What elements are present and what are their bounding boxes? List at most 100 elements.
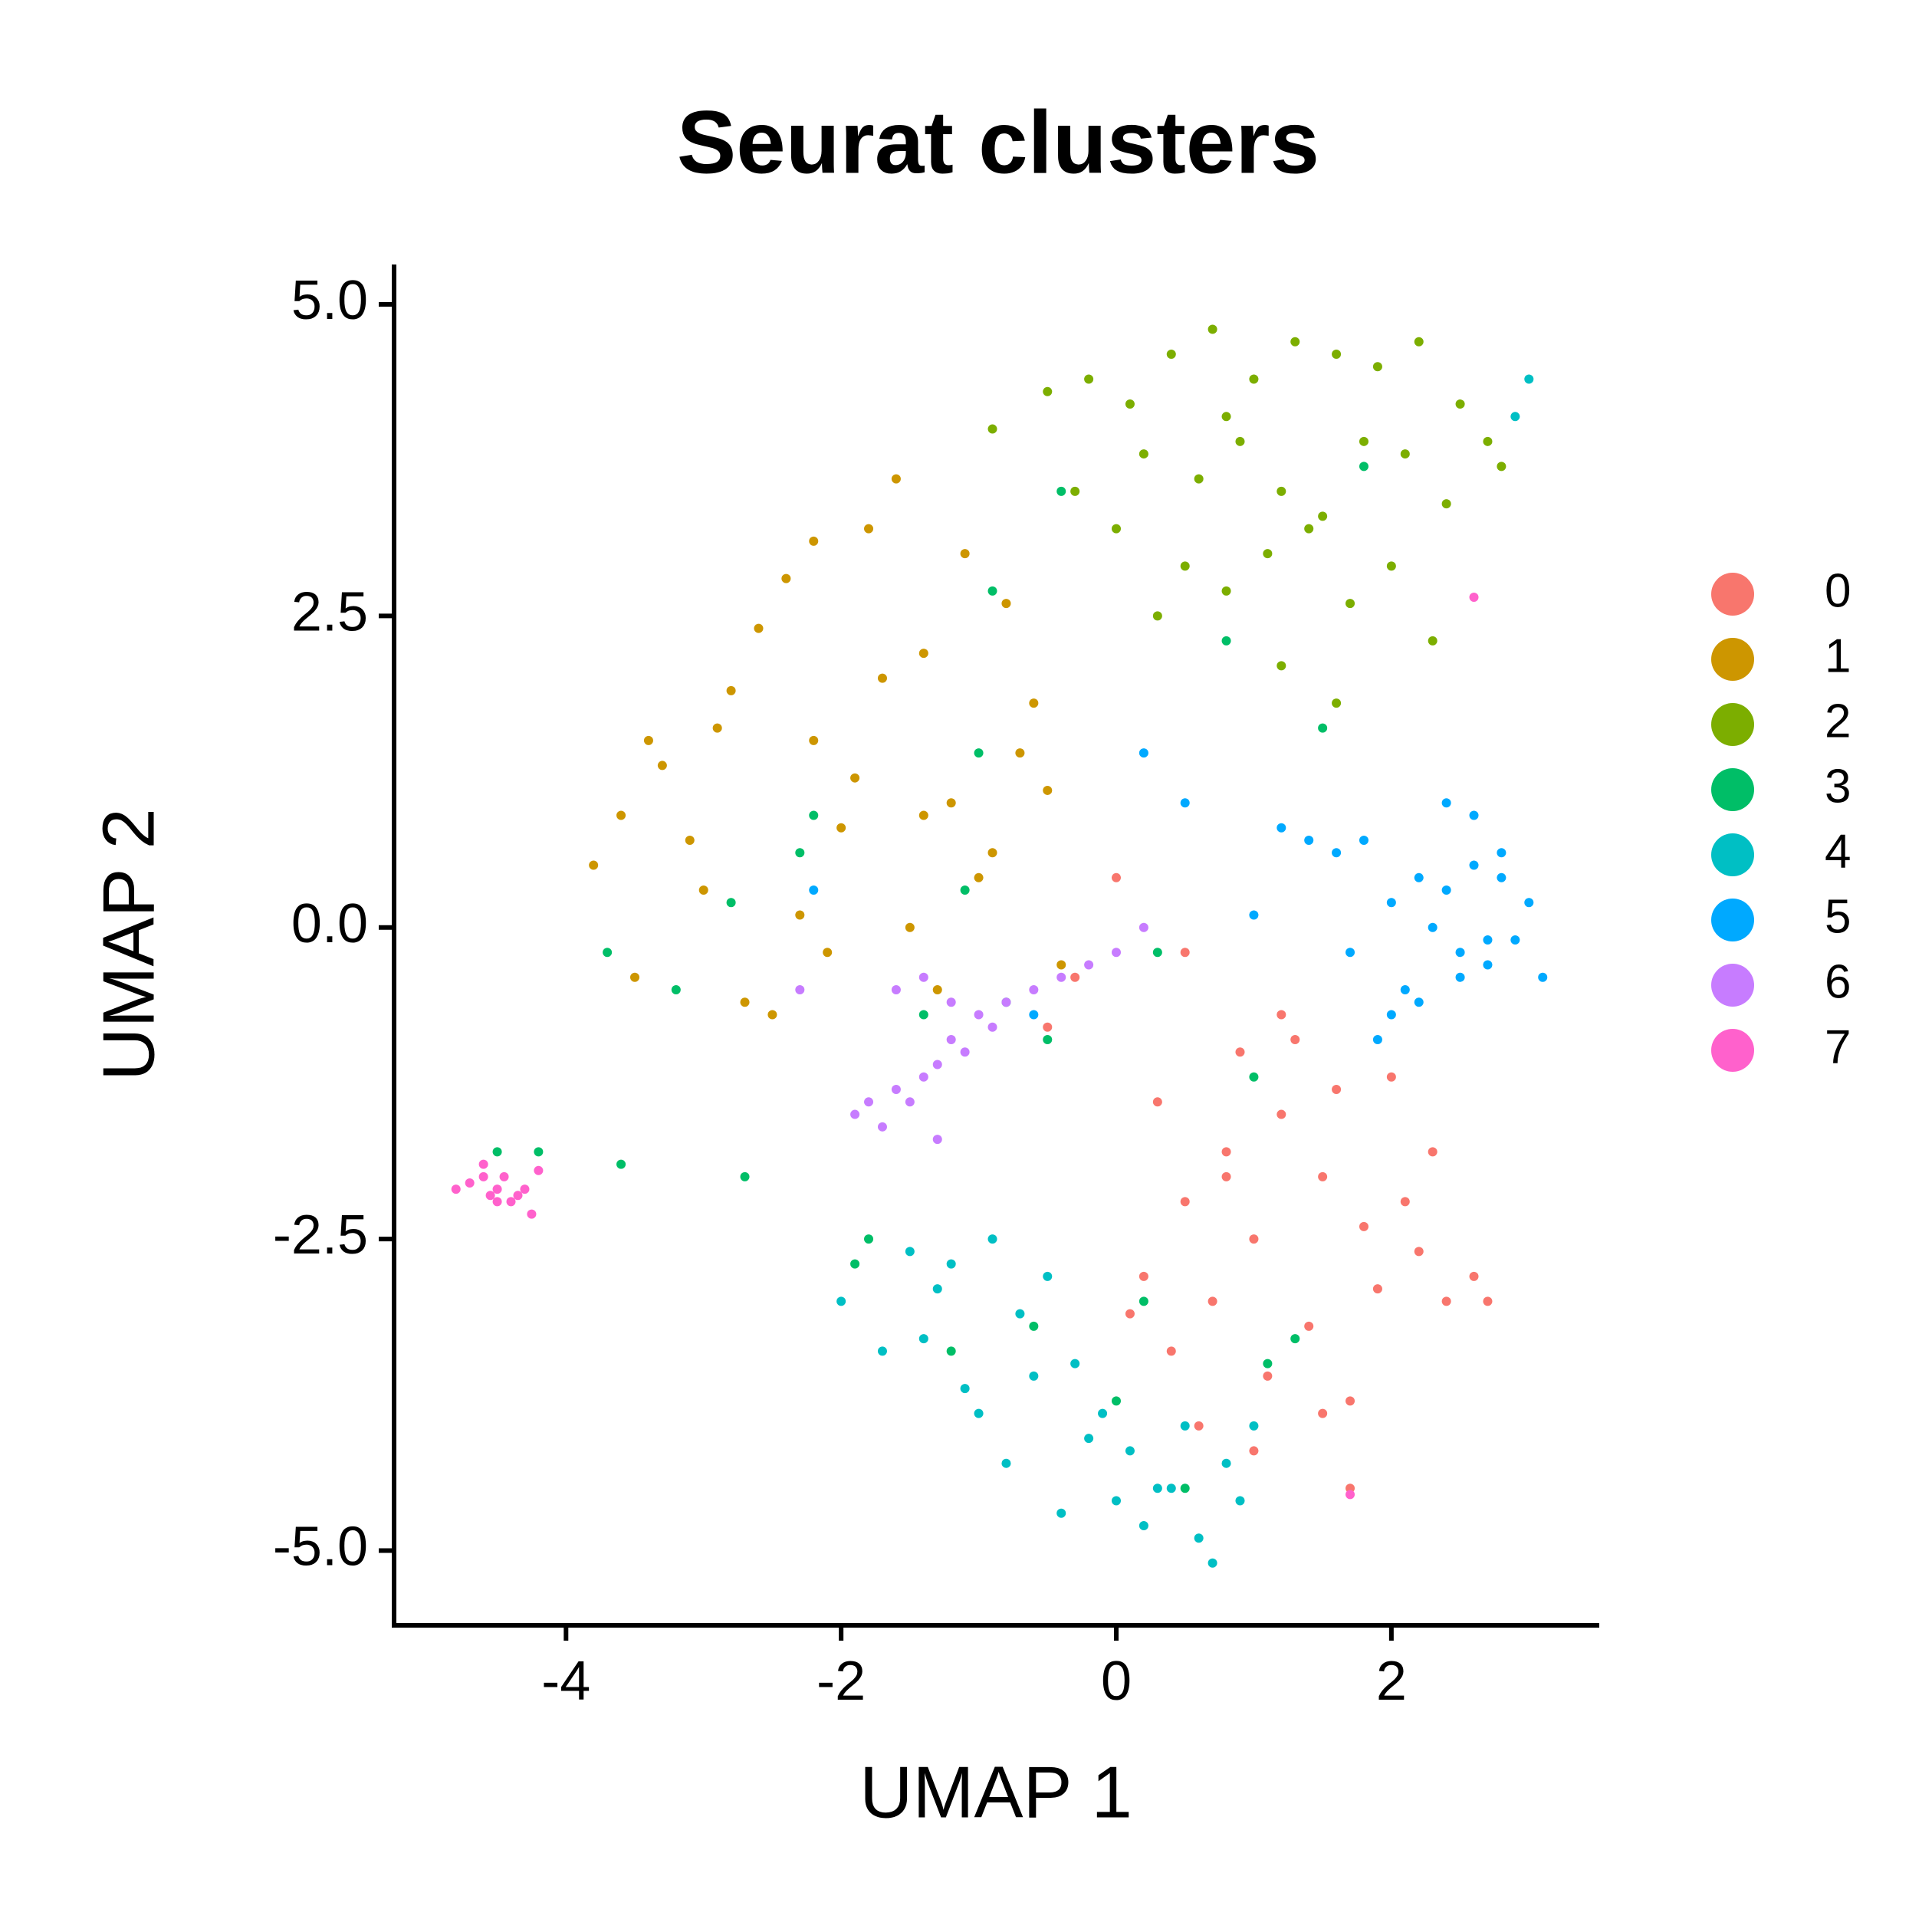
legend-label: 2 bbox=[1825, 695, 1851, 748]
point bbox=[1125, 1309, 1135, 1319]
point bbox=[1263, 1371, 1273, 1381]
y-tick-label: -5.0 bbox=[273, 1516, 368, 1577]
legend-swatch bbox=[1711, 964, 1754, 1007]
point bbox=[1029, 1371, 1039, 1381]
point bbox=[603, 948, 613, 958]
point bbox=[1400, 449, 1410, 459]
point bbox=[1084, 374, 1094, 384]
point bbox=[1372, 362, 1382, 372]
point bbox=[1276, 823, 1286, 833]
legend-swatch bbox=[1711, 833, 1754, 876]
point bbox=[754, 623, 764, 633]
point bbox=[1221, 1458, 1231, 1468]
point bbox=[891, 474, 901, 484]
point bbox=[946, 1035, 956, 1045]
point bbox=[1112, 1396, 1121, 1406]
point bbox=[877, 1346, 887, 1356]
legend-label: 0 bbox=[1825, 564, 1851, 617]
point bbox=[1125, 399, 1135, 409]
point bbox=[1483, 935, 1493, 945]
point bbox=[1221, 1171, 1231, 1181]
point bbox=[1138, 1520, 1148, 1530]
point bbox=[726, 898, 736, 908]
point bbox=[726, 685, 736, 695]
point bbox=[809, 536, 819, 546]
point bbox=[1372, 1035, 1382, 1045]
point bbox=[1221, 412, 1231, 422]
point bbox=[836, 823, 846, 833]
point bbox=[1180, 1484, 1190, 1493]
point bbox=[698, 885, 708, 895]
point bbox=[960, 549, 970, 559]
point bbox=[740, 1171, 750, 1181]
point bbox=[918, 649, 928, 659]
legend-label: 7 bbox=[1825, 1020, 1851, 1073]
legend-label: 1 bbox=[1825, 629, 1851, 682]
y-tick-label: 0.0 bbox=[291, 893, 368, 955]
point bbox=[1332, 350, 1342, 360]
point bbox=[1428, 636, 1438, 646]
point bbox=[1359, 436, 1368, 446]
point bbox=[1208, 1296, 1217, 1306]
legend-swatch bbox=[1711, 899, 1754, 941]
point bbox=[1414, 1247, 1424, 1257]
point bbox=[1441, 1296, 1451, 1306]
point bbox=[1029, 985, 1039, 995]
point bbox=[527, 1209, 537, 1219]
point bbox=[1180, 948, 1190, 958]
point bbox=[1428, 1147, 1438, 1157]
point bbox=[850, 773, 860, 783]
point bbox=[987, 424, 997, 434]
point bbox=[864, 524, 874, 534]
point bbox=[1084, 960, 1094, 970]
point bbox=[1441, 798, 1451, 808]
point bbox=[616, 810, 626, 820]
point bbox=[1249, 1072, 1259, 1082]
point bbox=[520, 1184, 530, 1194]
point bbox=[1001, 997, 1011, 1007]
point bbox=[499, 1171, 509, 1181]
point bbox=[1249, 910, 1259, 920]
legend-label: 4 bbox=[1825, 825, 1851, 878]
point bbox=[1043, 1035, 1053, 1045]
point bbox=[1318, 1408, 1328, 1418]
point bbox=[1208, 324, 1217, 334]
point bbox=[1510, 935, 1520, 945]
point bbox=[1249, 1446, 1259, 1456]
point bbox=[1001, 599, 1011, 609]
legend-label: 5 bbox=[1825, 890, 1851, 943]
point bbox=[918, 972, 928, 982]
point bbox=[740, 997, 750, 1007]
point bbox=[932, 1135, 942, 1145]
point bbox=[795, 910, 805, 920]
point bbox=[836, 1296, 846, 1306]
point bbox=[1221, 636, 1231, 646]
point bbox=[1332, 698, 1342, 708]
point bbox=[987, 848, 997, 858]
point bbox=[1386, 898, 1396, 908]
point bbox=[918, 810, 928, 820]
point bbox=[1304, 835, 1314, 845]
point bbox=[1346, 599, 1355, 609]
point bbox=[513, 1191, 523, 1201]
point bbox=[1152, 948, 1162, 958]
x-axis-title: UMAP 1 bbox=[859, 1751, 1132, 1833]
point bbox=[1235, 1496, 1245, 1506]
point bbox=[1538, 972, 1548, 982]
point bbox=[1483, 436, 1493, 446]
point bbox=[1455, 399, 1465, 409]
point bbox=[1180, 1197, 1190, 1207]
point bbox=[905, 1097, 915, 1107]
point bbox=[850, 1259, 860, 1269]
legend-swatch bbox=[1711, 768, 1754, 811]
point bbox=[1428, 922, 1438, 932]
point bbox=[1070, 486, 1080, 496]
point bbox=[960, 1047, 970, 1057]
y-tick-label: 5.0 bbox=[291, 270, 368, 331]
point bbox=[1469, 1271, 1479, 1281]
point bbox=[1056, 960, 1066, 970]
point bbox=[1414, 997, 1424, 1007]
point bbox=[465, 1178, 475, 1188]
point bbox=[630, 972, 639, 982]
